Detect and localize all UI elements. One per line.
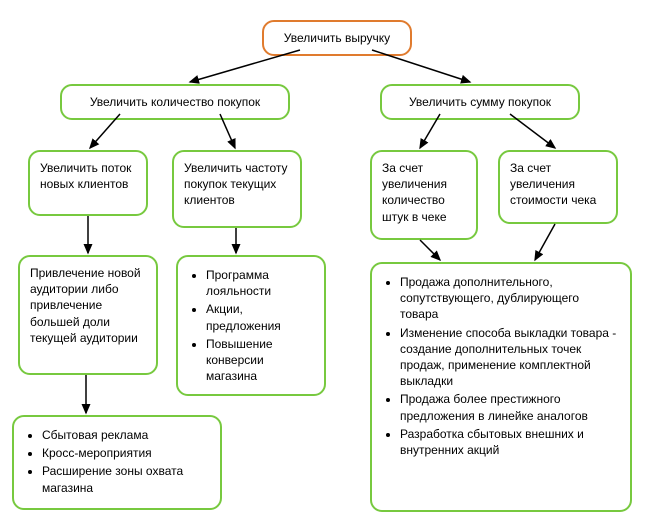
- list-item: Повышение конверсии магазина: [206, 336, 314, 385]
- list-item: Акции, предложения: [206, 301, 314, 333]
- list-item: Продажа более престижного предложения в …: [400, 391, 620, 423]
- level4-cd-box: Продажа дополнительного, сопутствующего,…: [370, 262, 632, 512]
- level3-c-box: За счет увеличения количество штук в чек…: [370, 150, 478, 240]
- level3-b-box: Увеличить частоту покупок текущих клиент…: [172, 150, 302, 228]
- level3-a-box: Увеличить поток новых клиентов: [28, 150, 148, 216]
- level2-left-box: Увеличить количество покупок: [60, 84, 290, 120]
- list-item: Программа лояльности: [206, 267, 314, 299]
- level4-a-box: Привлечение новой аудитории либо привлеч…: [18, 255, 158, 375]
- list-item: Разработка сбытовых внешних и внутренних…: [400, 426, 620, 458]
- list-item: Сбытовая реклама: [42, 427, 210, 443]
- item-list: Программа лояльностиАкции, предложенияПо…: [188, 267, 314, 384]
- root-box: Увеличить выручку: [262, 20, 412, 56]
- list-item: Продажа дополнительного, сопутствующего,…: [400, 274, 620, 323]
- level5-a-box: Сбытовая реклама Кросс-мероприятия Расшире…: [12, 415, 222, 510]
- list-item: Кросс-мероприятия: [42, 445, 210, 461]
- level4-b-box: Программа лояльностиАкции, предложенияПо…: [176, 255, 326, 396]
- item-list: Сбытовая реклама Кросс-мероприятия Расшире…: [24, 427, 210, 496]
- arrow: [535, 224, 555, 260]
- list-item: Изменение способа выкладки товара - созд…: [400, 325, 620, 390]
- level2-right-box: Увеличить сумму покупок: [380, 84, 580, 120]
- level3-d-box: За счет увеличения стоимости чека: [498, 150, 618, 224]
- arrow: [420, 240, 440, 260]
- list-item: Расширение зоны охвата магазина: [42, 463, 210, 495]
- item-list: Продажа дополнительного, сопутствующего,…: [382, 274, 620, 458]
